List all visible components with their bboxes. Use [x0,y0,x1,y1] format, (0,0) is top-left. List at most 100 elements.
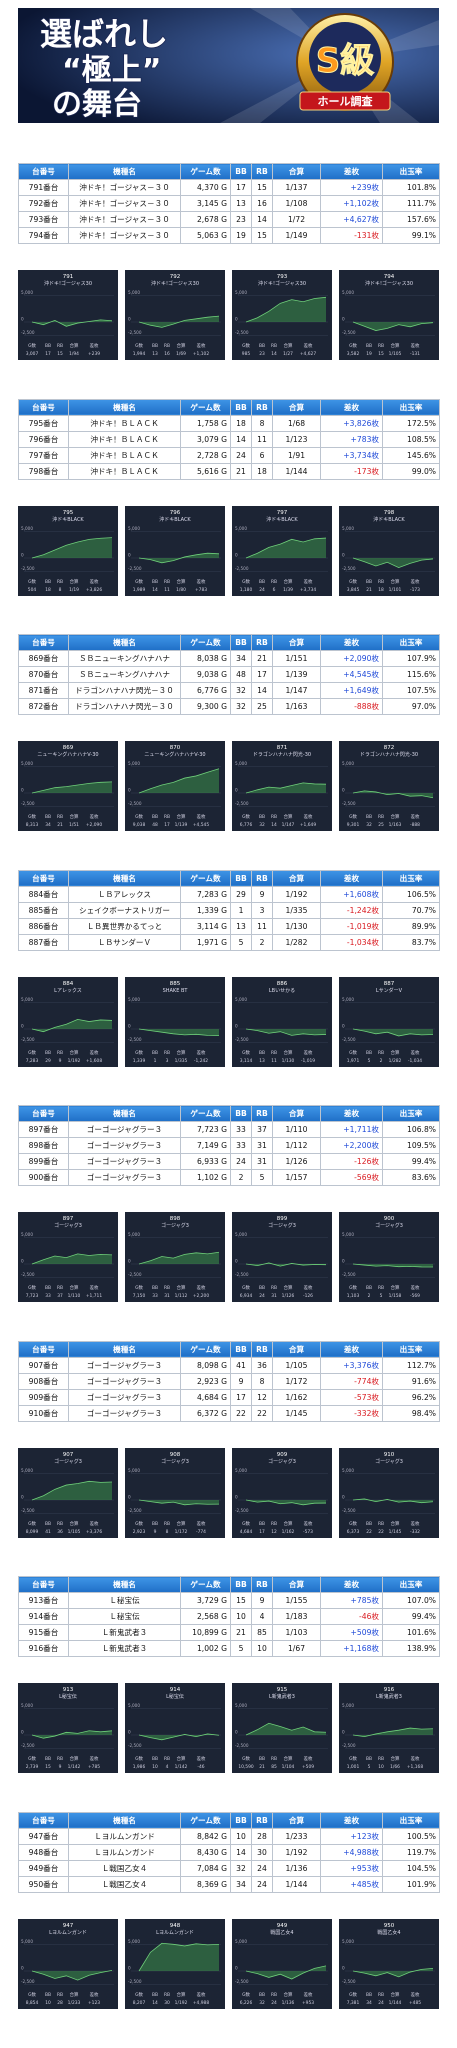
footer-value: +3,826 [86,587,102,593]
header-row: 台番号 機種名 ゲーム数 BB RB 合算 差枚 出玉率 [18,1576,440,1593]
y-tick-label: 0 [342,788,345,793]
footer-value: -332 [410,1529,420,1535]
footer-label: RB [57,1992,63,1998]
header-cell: BB [230,869,252,887]
graph-bg [125,976,225,1067]
footer-value: 16 [164,351,170,357]
table-cell: 138.9% [382,1640,440,1657]
footer-value: 1/39 [283,587,293,593]
footer-value: 1/80 [176,587,186,593]
table-cell: +4,545枚 [320,666,383,683]
footer-value: 10 [45,2000,51,2006]
footer-label: RB [164,1992,170,1998]
graph-bg [18,1683,118,1773]
footer-label: 合算 [177,1520,186,1527]
footer-value: 1 [154,1058,157,1064]
graph-line [352,1028,434,1036]
footer-value: 1/104 [282,1764,295,1770]
footer-value: 8 [166,1529,169,1535]
graph-line [31,781,113,794]
graph-name: ゴージャグ3 [161,1458,189,1465]
footer-label: 合算 [284,1755,293,1762]
footer-value: 7,381 [347,2000,360,2006]
graph-name: L新鬼武者3 [269,1693,295,1700]
table-cell: 157.6% [382,211,440,228]
y-tick-label: 0 [235,1730,238,1735]
table-cell: 5 [251,1169,273,1186]
graph-line [138,768,220,794]
table-cell: 119.7% [382,1843,440,1861]
footer-label: 合算 [70,1049,79,1056]
graph-id: 871 [277,745,288,751]
table-cell: 1,758 G [180,414,231,432]
footer-value: +953 [302,2000,314,2006]
y-tick-label: 5,000 [21,1938,33,1943]
graph-name: LサンダーV [376,987,403,994]
table-cell: 99.1% [382,227,440,244]
footer-label: BB [45,814,51,820]
footer-label: 差枚 [197,342,206,349]
footer-label: 合算 [70,1991,79,1998]
table-cell: 101.9% [382,1875,440,1893]
table-cell: 916番台 [18,1640,69,1657]
y-tick-label: 5,000 [128,761,140,766]
footer-value: 1/130 [282,1058,295,1064]
y-tick-label: -2,500 [21,330,35,335]
table-cell: 1,102 G [180,1169,231,1186]
y-tick-label: 0 [21,1023,24,1028]
table-row: 948番台 Ｌヨルムンガンド 8,430 G 14 30 1/192 +4,988枚 119.… [18,1843,440,1861]
footer-value: 24 [378,2000,384,2006]
graph-name: ドラゴンハナハナ閃光-30 [253,751,311,758]
graph-name: L新鬼武者3 [376,1693,402,1700]
footer-label: G数 [349,578,357,585]
footer-label: 合算 [177,1991,186,1998]
footer-label: G数 [28,1755,36,1762]
footer-label: G数 [242,1284,250,1291]
footer-value: +123 [88,2000,100,2006]
table-cell: 32 [230,682,252,699]
footer-value: 10 [378,1764,384,1770]
footer-label: 差枚 [411,342,420,349]
y-tick-label: 5,000 [235,996,247,1001]
graph-id: 886 [277,981,288,987]
table-cell: 99.4% [382,1608,440,1625]
header-cell: ゲーム数 [180,869,231,887]
header-row: 台番号 機種名 ゲーム数 BB RB 合算 差枚 出玉率 [18,1105,440,1122]
y-tick-label: -2,500 [21,565,35,570]
table-cell: 7,149 G [180,1137,231,1154]
graph-name: L秘宝伝 [166,1693,184,1700]
graph-id: 949 [277,1923,288,1929]
y-tick-label: 0 [235,1259,238,1264]
table-cell: 沖ドキ！ゴージャス－３０ [68,227,181,244]
table-row: 792番台 沖ドキ！ゴージャス－３０ 3,145 G 13 16 1/108 +1,102枚… [18,195,440,212]
data-table: 台番号 機種名 ゲーム数 BB RB 合算 差枚 出玉率 913番台 Ｌ秘宝伝 3,729 G 15 9… [18,1576,440,1657]
footer-value: 9,038 [133,822,146,828]
graph-name: ゴージャグ3 [268,1222,296,1229]
footer-value: 33 [152,1293,158,1299]
footer-value: 19 [366,351,372,357]
table-cell: 10 [230,1608,252,1625]
y-tick-label: -2,500 [235,1036,249,1041]
footer-label: RB [57,1521,63,1527]
footer-value: 21 [57,822,63,828]
table-cell: ＳＢニューキングハナハナ [68,666,181,683]
footer-value: 1/145 [389,1529,402,1535]
y-tick-label: 5,000 [128,996,140,1001]
footer-label: 差枚 [90,1991,99,1998]
table-cell: 1/282 [272,933,321,951]
y-tick-label: -2,500 [235,330,249,335]
footer-value: 31 [271,1293,277,1299]
table-cell: 1/67 [272,1640,321,1657]
data-table: 台番号 機種名 ゲーム数 BB RB 合算 差枚 出玉率 884番台 ＬＢアレックス 7,283 G… [18,869,440,951]
table-row: 915番台 Ｌ新鬼武者３ 10,899 G 21 85 1/103 +509枚 101.6% [18,1624,440,1641]
table-cell: 899番台 [18,1153,69,1170]
y-tick-label: 0 [342,1023,345,1028]
header-cell: 機種名 [68,163,181,180]
footer-value: -1,242 [194,1058,208,1064]
table-cell: +2,200枚 [320,1137,383,1154]
table-cell: 83.6% [382,1169,440,1186]
table-cell: 83.7% [382,933,440,951]
